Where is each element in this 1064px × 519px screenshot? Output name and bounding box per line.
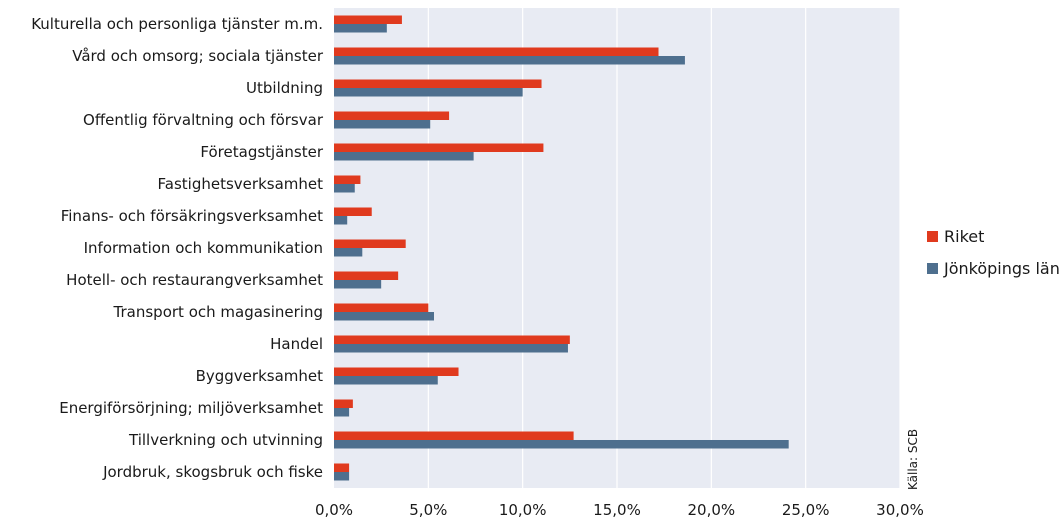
legend-swatch-riket [927, 230, 938, 242]
bar-jonkopings-lan [334, 88, 523, 97]
bars [334, 15, 789, 481]
legend: Riket Jönköpings län [927, 226, 1064, 290]
bar-riket [334, 303, 429, 312]
legend-label-jonkopings-lan: Jönköpings län [944, 258, 1060, 278]
bar-riket [334, 431, 574, 440]
category-label: Energiförsörjning; miljöverksamhet [59, 399, 323, 417]
category-labels: Kulturella och personliga tjänster m.m. V… [31, 15, 324, 481]
bar-jonkopings-lan [334, 376, 438, 385]
x-tick-label: 10,0% [499, 501, 547, 519]
bar-jonkopings-lan [334, 216, 348, 225]
category-label: Vård och omsorg; sociala tjänster [72, 47, 324, 65]
bar-jonkopings-lan [334, 280, 382, 289]
bar-jonkopings-lan [334, 472, 350, 481]
x-tick-label: 20,0% [688, 501, 736, 519]
bar-jonkopings-lan [334, 248, 363, 257]
x-tick-label: 15,0% [593, 501, 641, 519]
category-label: Kulturella och personliga tjänster m.m. [31, 15, 323, 33]
bar-riket [334, 399, 353, 408]
category-label: Utbildning [246, 79, 323, 97]
bar-jonkopings-lan [334, 120, 431, 129]
bar-riket [334, 79, 542, 88]
bar-jonkopings-lan [334, 312, 434, 321]
category-label: Hotell- och restaurangverksamhet [66, 271, 323, 289]
x-tick-label: 25,0% [782, 501, 830, 519]
bar-riket [334, 47, 659, 56]
x-tick-label: 30,0% [876, 501, 924, 519]
legend-item-riket: Riket [927, 226, 1064, 246]
category-label: Tillverkning och utvinning [128, 431, 323, 449]
legend-item-jonkopings-lan: Jönköpings län [927, 258, 1064, 278]
category-label: Offentlig förvaltning och försvar [83, 111, 324, 129]
legend-swatch-jonkopings-lan [927, 262, 938, 274]
bar-riket [334, 143, 544, 152]
bar-riket [334, 271, 399, 280]
x-tick-label: 0,0% [315, 501, 353, 519]
category-label: Fastighetsverksamhet [158, 175, 324, 193]
category-label: Handel [270, 335, 323, 353]
source-note: Källa: SCB [906, 428, 920, 490]
category-label: Företagstjänster [200, 143, 323, 161]
bar-jonkopings-lan [334, 408, 350, 417]
category-label: Information och kommunikation [84, 239, 323, 257]
category-label: Byggverksamhet [196, 367, 324, 385]
bar-jonkopings-lan [334, 184, 355, 193]
x-tick-labels: 0,0% 5,0% 10,0% 15,0% 20,0% 25,0% 30,0% [315, 501, 924, 519]
bar-riket [334, 239, 406, 248]
bar-riket [334, 367, 459, 376]
category-label: Transport och magasinering [113, 303, 323, 321]
legend-label-riket: Riket [944, 226, 985, 246]
bar-jonkopings-lan [334, 24, 387, 33]
category-label: Jordbruk, skogsbruk och fiske [102, 463, 323, 481]
bar-riket [334, 15, 402, 24]
bar-riket [334, 175, 361, 184]
category-label: Finans- och försäkringsverksamhet [61, 207, 323, 225]
bar-riket [334, 207, 372, 216]
bar-jonkopings-lan [334, 56, 685, 65]
bar-jonkopings-lan [334, 440, 789, 449]
bar-riket [334, 111, 450, 120]
bar-jonkopings-lan [334, 344, 568, 353]
x-tick-label: 5,0% [409, 501, 447, 519]
bar-riket [334, 463, 350, 472]
bar-riket [334, 335, 570, 344]
bar-jonkopings-lan [334, 152, 474, 161]
